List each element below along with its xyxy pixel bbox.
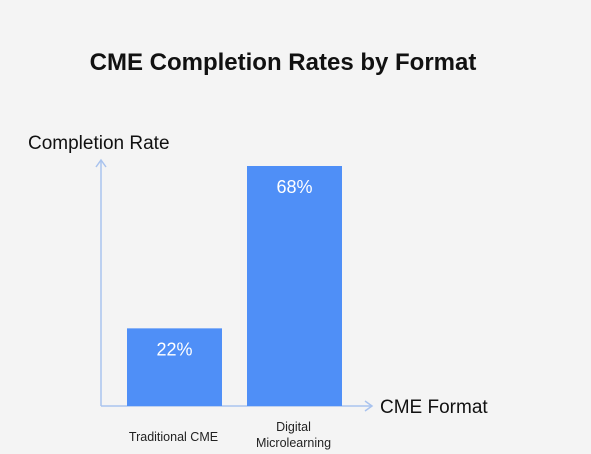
x-axis-arrow <box>364 400 374 412</box>
data-labels: 22% 68% <box>156 177 312 359</box>
y-axis-label: Completion Rate <box>28 133 170 154</box>
bar <box>127 328 222 406</box>
x-tick-labels: Traditional CME Digital Microlearning <box>129 420 331 450</box>
bars <box>127 166 342 406</box>
bar <box>247 166 342 406</box>
x-tick-label: Traditional CME <box>129 430 218 444</box>
x-tick-label: Digital Microlearning <box>256 420 331 450</box>
y-axis-arrow <box>95 158 107 168</box>
data-label: 68% <box>276 177 312 197</box>
data-label: 22% <box>156 339 192 359</box>
x-axis-label: CME Format <box>380 397 488 418</box>
chart-title: CME Completion Rates by Format <box>89 49 477 76</box>
